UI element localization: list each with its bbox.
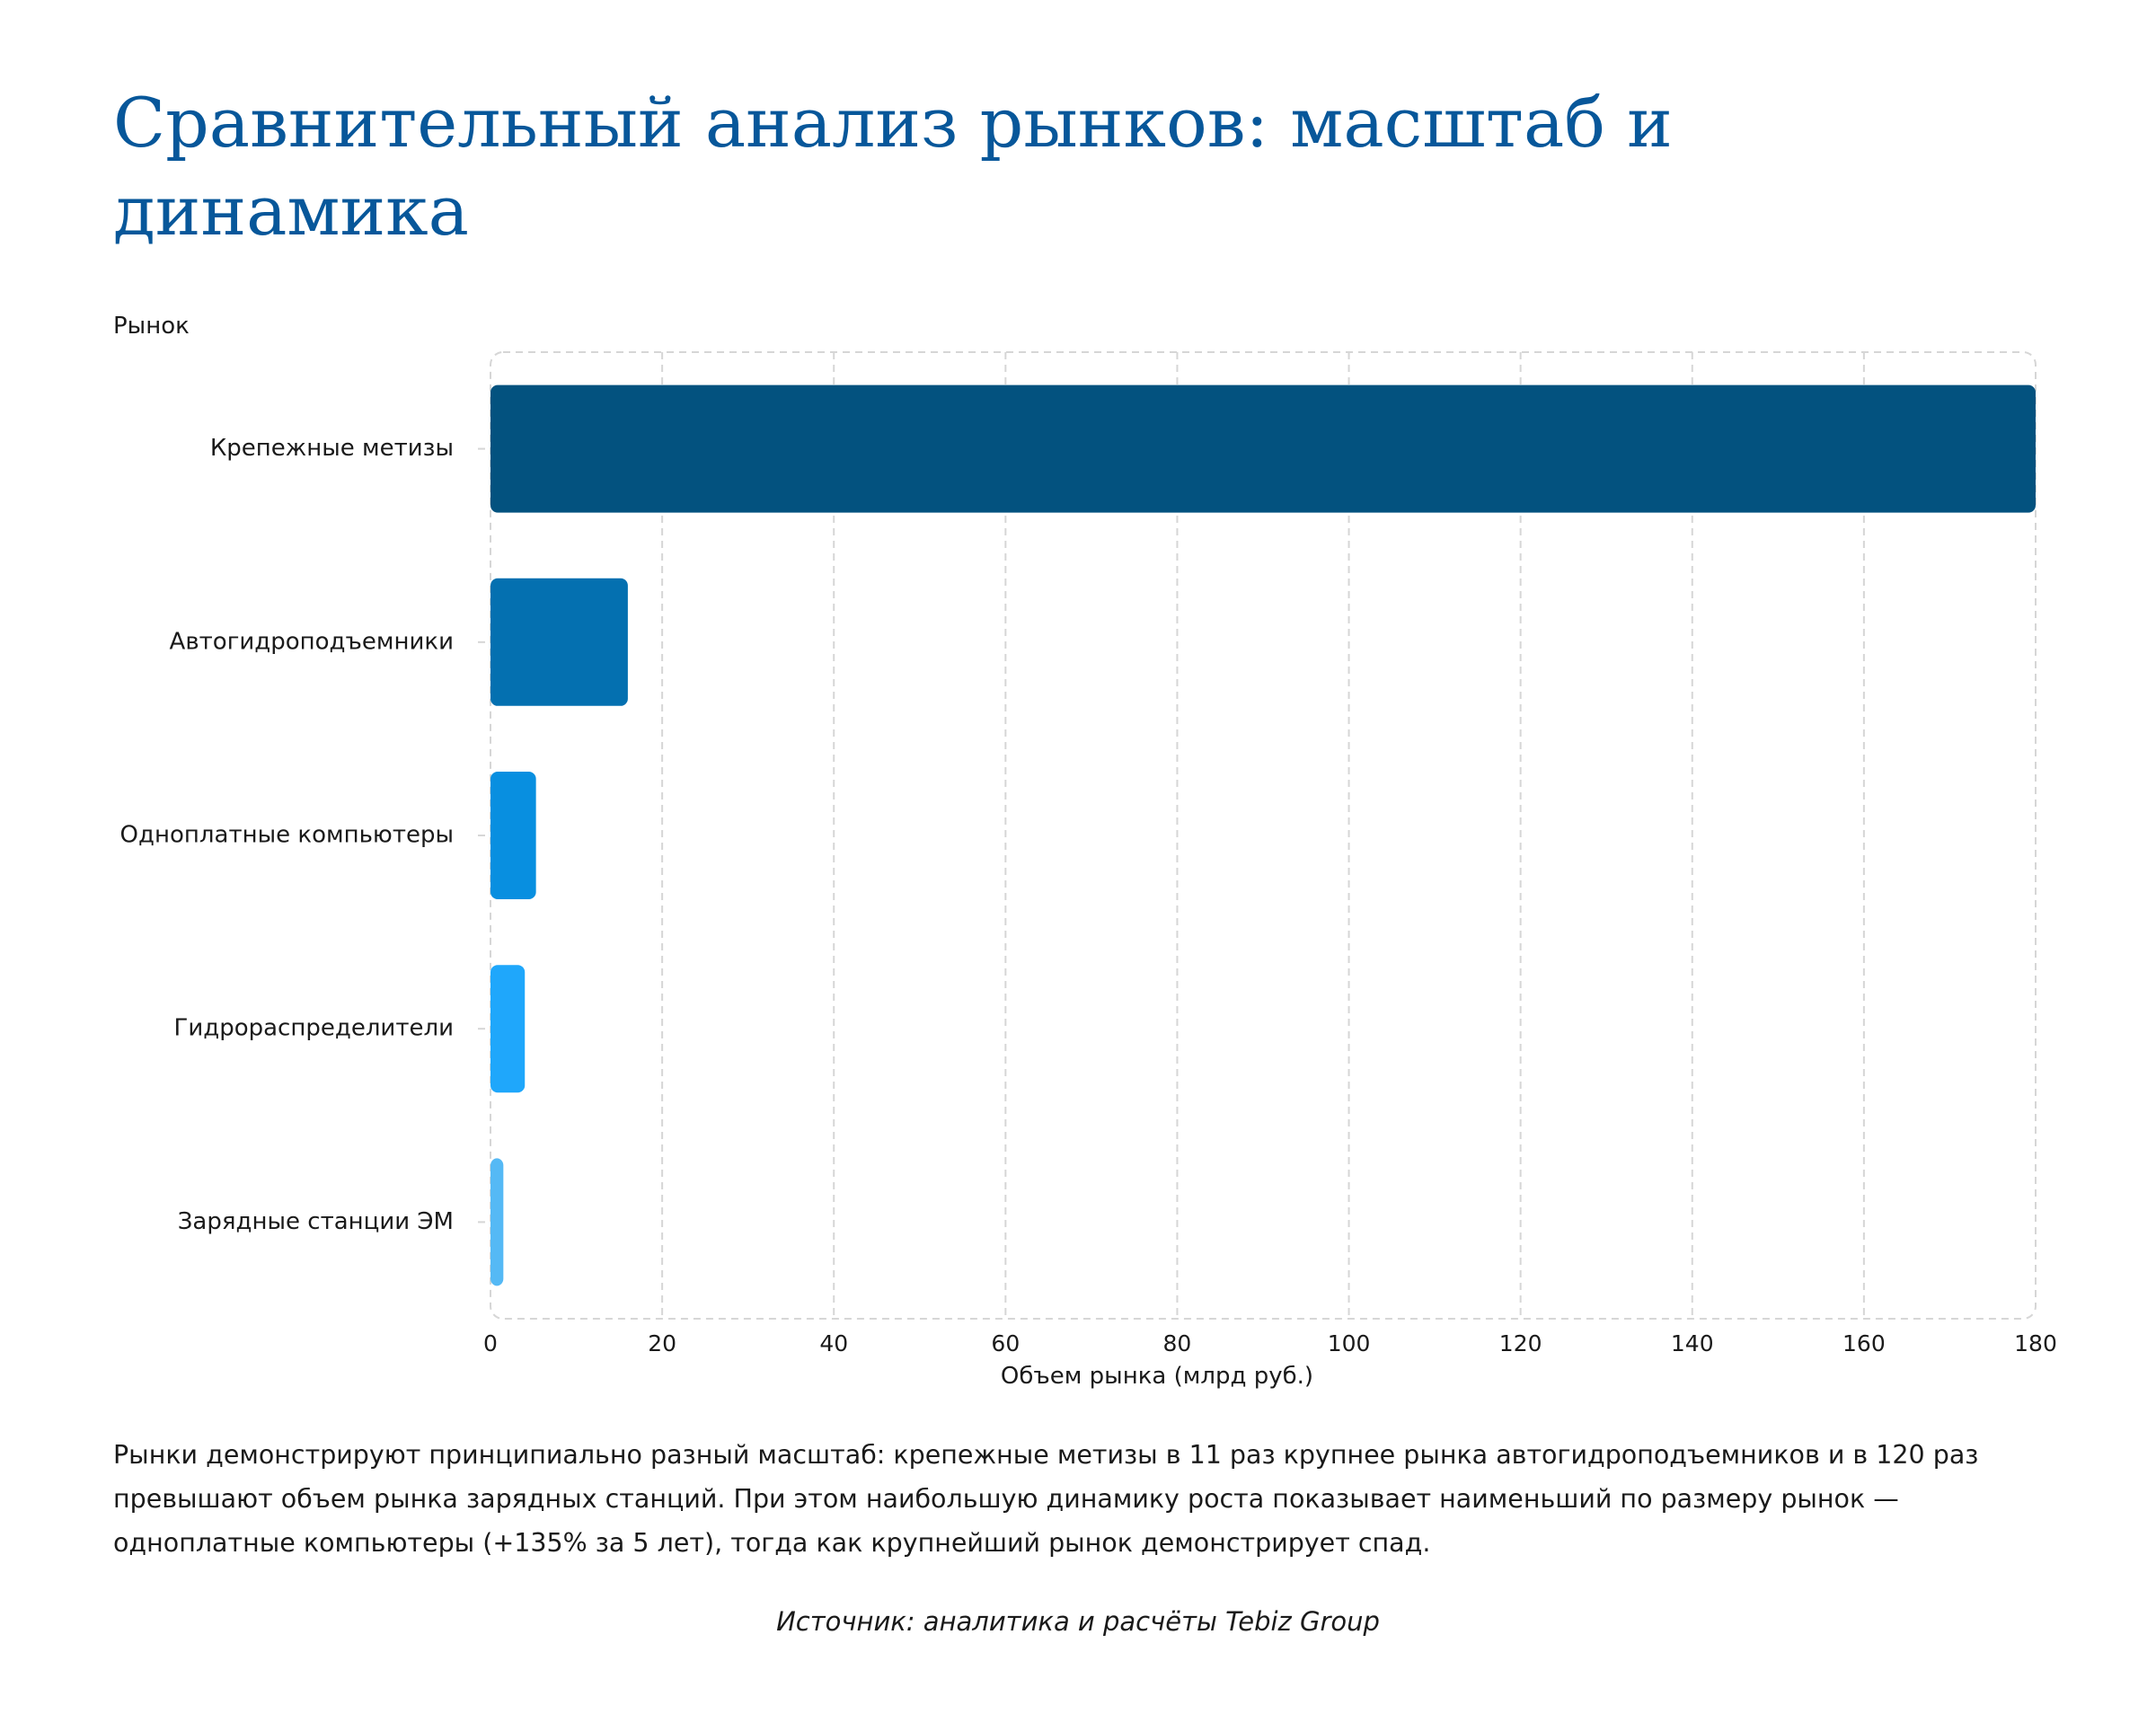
x-tick-label: 80 — [1163, 1330, 1192, 1356]
bar — [490, 384, 2036, 513]
category-label: Зарядные станции ЭМ — [178, 1208, 454, 1235]
chart-title: Сравнительный анализ рынков: масштаб и д… — [113, 83, 1673, 251]
category-label: Одноплатные компьютеры — [120, 822, 454, 849]
bars — [490, 384, 2036, 1286]
x-tick-label: 160 — [1842, 1330, 1886, 1356]
x-tick-label: 100 — [1328, 1330, 1371, 1356]
x-tick-label: 40 — [819, 1330, 848, 1356]
category-label: Крепежные метизы — [210, 435, 454, 462]
bar — [490, 965, 526, 1093]
x-tick-label: 140 — [1671, 1330, 1714, 1356]
category-labels: Крепежные метизы Автогидроподъемники Одноп… — [120, 435, 485, 1235]
x-tick-label: 0 — [483, 1330, 498, 1356]
bar-chart: Рынок Крепежные метизы Автогидроподъемник… — [113, 313, 2057, 1390]
x-tick-label: 120 — [1499, 1330, 1542, 1356]
x-tick-label: 20 — [648, 1330, 676, 1356]
x-axis-title: Объем рынка (млрд руб.) — [1001, 1363, 1313, 1390]
x-axis-ticks: 0 20 40 60 80 100 120 140 160 180 — [483, 1330, 2057, 1356]
bar — [490, 578, 628, 706]
category-label: Гидрораспределители — [173, 1015, 454, 1042]
gridlines — [661, 352, 1865, 1319]
bar — [490, 772, 536, 899]
category-label: Автогидроподъемники — [170, 628, 454, 655]
source-note: Источник: аналитика и расчёты Tebiz Grou… — [776, 1606, 1380, 1637]
plot-frame — [490, 351, 2037, 1320]
x-tick-label: 60 — [991, 1330, 1020, 1356]
x-tick-label: 180 — [2014, 1330, 2057, 1356]
commentary-text: Рынки демонстрируют принципиально разный… — [113, 1440, 1979, 1558]
y-axis-title: Рынок — [113, 313, 190, 340]
bar — [490, 1158, 504, 1286]
